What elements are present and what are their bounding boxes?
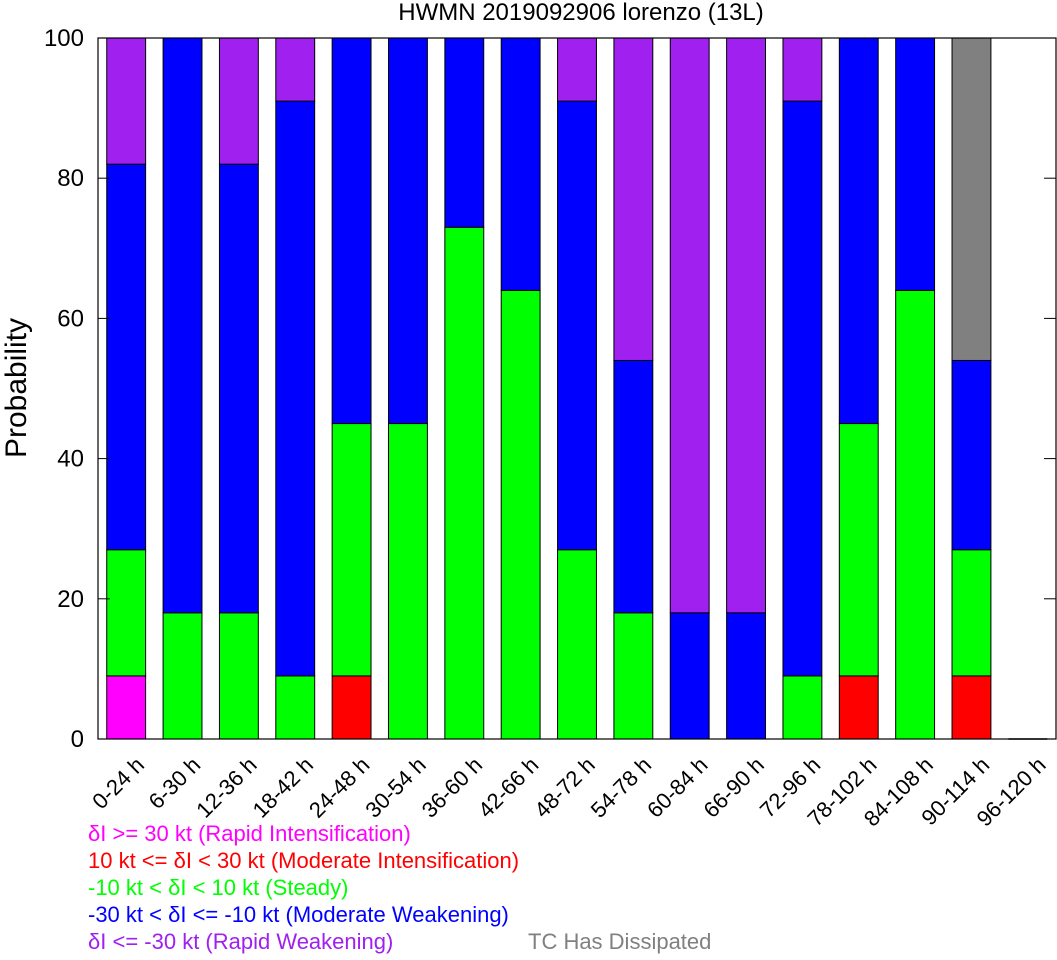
x-tick-label: 48-72 h [529,752,599,822]
bar-segment-steady-1 [162,612,203,740]
x-tick-label: 0-24 h [87,752,149,814]
bar-segment-rw-12 [782,37,823,102]
legend-moderate-intensification: 10 kt <= δI < 30 kt (Moderate Intensific… [88,848,520,873]
x-tick-label: 24-48 h [304,752,374,822]
bar-segment-rw-9 [613,37,654,361]
bar-segment-steady-12 [782,675,823,740]
legend-rapid-weakening: δI <= -30 kt (Rapid Weakening) [88,929,394,954]
legend-dissipated: TC Has Dissipated [528,929,712,954]
bar-segment-steady-6 [444,226,485,740]
y-tick-label: 100 [44,25,84,52]
y-axis-label: Probability [0,318,33,458]
bar-segment-rw-2 [218,37,259,165]
legend-moderate-weakening: -30 kt < δI <= -10 kt (Moderate Weakenin… [88,902,509,927]
bar-segment-ri-0 [106,675,147,740]
y-tick-label: 0 [71,726,84,753]
bar-segment-mw-8 [557,100,597,551]
bar-segment-rw-11 [726,37,767,614]
x-tick-label: 12-36 h [191,752,261,822]
bar-segment-steady-13 [838,423,879,677]
bar-segment-mi-4 [331,675,372,740]
bar-segment-rw-8 [557,37,597,102]
x-tick-label: 18-42 h [248,752,318,822]
bar-segment-steady-15 [951,549,992,677]
x-tick-label: 42-66 h [473,752,543,822]
plot-frame [97,37,1057,740]
bar-segment-mw-1 [162,37,203,614]
bar-segment-steady-4 [331,423,372,677]
bar-segment-rw-3 [275,37,316,102]
bar-segment-steady-2 [218,612,259,740]
bar-segment-mw-14 [895,37,936,291]
bars-group [106,37,1048,740]
bar-segment-steady-14 [895,289,936,740]
bar-segment-mi-13 [838,675,879,740]
bar-segment-mw-6 [444,37,485,228]
y-tick-label: 20 [57,586,84,613]
chart: HWMN 2019092906 lorenzo (13L) Probabilit… [0,0,1057,830]
bar-segment-mw-10 [669,612,710,740]
bar-segment-mw-2 [218,163,259,614]
y-tick-label: 40 [57,446,84,473]
bar-segment-steady-7 [500,289,541,740]
bar-segment-mw-7 [500,37,541,291]
bar-segment-mw-11 [726,612,767,740]
legend-steady: -10 kt < δI < 10 kt (Steady) [88,875,349,900]
bar-segment-steady-8 [557,549,597,740]
bar-segment-mw-13 [838,37,879,425]
bar-segment-dissipated-15 [951,37,992,361]
bar-segment-mw-9 [613,359,654,614]
bar-segment-mw-3 [275,100,316,677]
x-tick-label: 60-84 h [642,752,712,822]
bar-segment-steady-9 [613,612,654,740]
x-tick-label: 54-78 h [586,752,656,822]
y-tick-label: 60 [57,305,84,332]
x-tick-label: 30-54 h [360,752,430,822]
bar-segment-rw-0 [106,37,147,165]
bar-segment-mi-15 [951,675,992,740]
bar-segment-mw-5 [387,37,428,425]
bar-segment-steady-5 [387,423,428,740]
bar-segment-mw-12 [782,100,823,677]
bar-segment-rw-10 [669,37,710,614]
x-tick-label: 36-60 h [417,752,487,822]
x-tick-label: 66-90 h [698,752,768,822]
bar-segment-steady-0 [106,549,147,677]
y-tick-label: 80 [57,165,84,192]
bar-segment-mw-0 [106,163,147,551]
bar-segment-steady-3 [275,675,316,740]
legend-rapid-intensification: δI >= 30 kt (Rapid Intensification) [88,821,411,846]
bar-segment-mw-4 [331,37,372,425]
bar-segment-mw-15 [951,359,992,551]
chart-title: HWMN 2019092906 lorenzo (13L) [398,0,764,26]
